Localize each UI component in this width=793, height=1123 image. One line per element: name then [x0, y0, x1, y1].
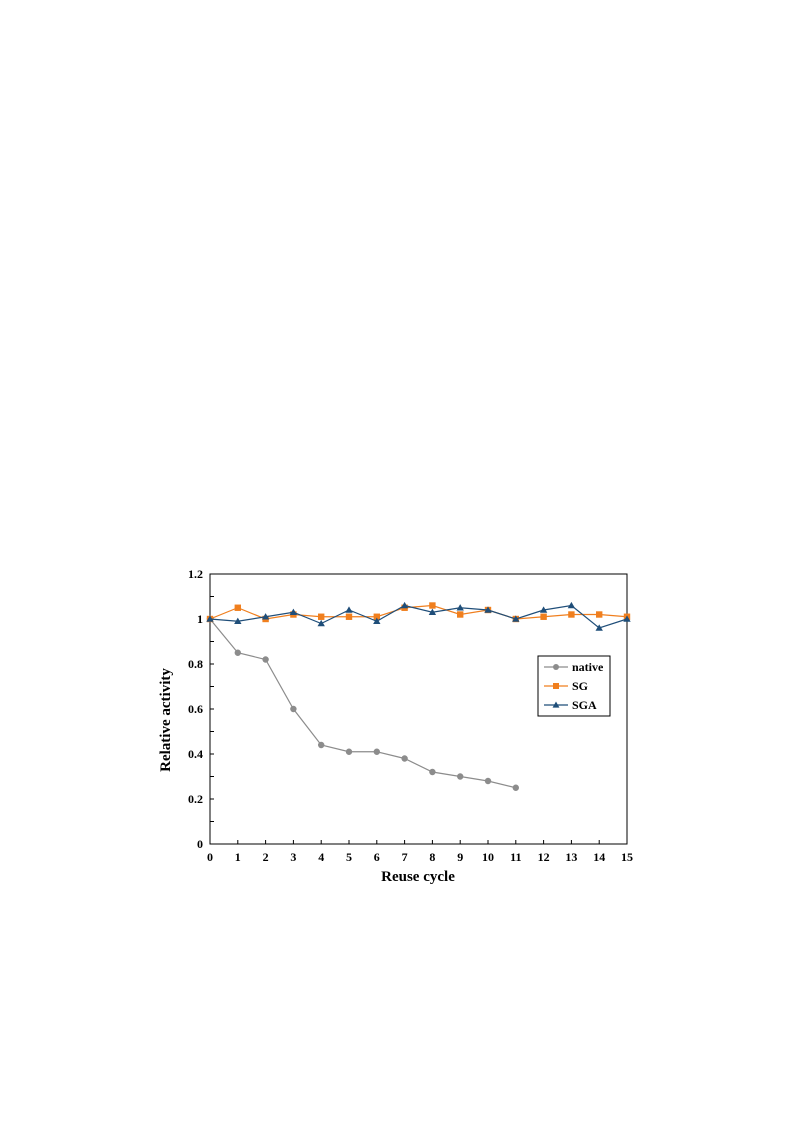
- data-point-sga: [206, 615, 214, 622]
- y-tick-label: 1: [197, 612, 203, 626]
- data-point-native: [484, 777, 492, 785]
- data-point-sg: [457, 611, 464, 618]
- series-line-native: [209, 618, 516, 789]
- data-point-native: [318, 741, 325, 749]
- data-point-sg: [568, 611, 575, 618]
- x-tick-label: 15: [621, 850, 633, 864]
- data-point-native: [512, 784, 519, 791]
- y-tick-label: 1.2: [188, 567, 203, 581]
- series-line-sga: [209, 604, 628, 629]
- data-point-sga: [400, 601, 409, 609]
- data-point-sga: [623, 615, 631, 622]
- data-point-sga: [595, 624, 603, 631]
- legend-label: SGA: [572, 698, 597, 712]
- x-tick-label: 4: [318, 850, 324, 864]
- data-point-native: [401, 755, 408, 762]
- x-tick-label: 0: [207, 850, 213, 864]
- data-point-native: [457, 773, 464, 780]
- x-tick-label: 13: [565, 850, 577, 864]
- data-point-native: [429, 768, 436, 776]
- data-point-sga: [512, 615, 520, 622]
- legend-label: native: [572, 660, 604, 674]
- data-point-sg: [234, 604, 241, 611]
- series-layer: [206, 601, 631, 791]
- legend-marker: [552, 701, 560, 708]
- data-point-sga: [428, 608, 437, 616]
- series-line-sg: [209, 604, 628, 620]
- x-tick-label: 1: [235, 850, 241, 864]
- y-tick-label: 0: [197, 837, 203, 851]
- y-tick-label: 0.2: [188, 792, 203, 806]
- legend-marker: [553, 683, 559, 689]
- data-point-native: [290, 705, 297, 713]
- y-tick-label: 0.6: [188, 702, 203, 716]
- x-axis: 0 1 2 3 4 5 6 7 8 9 10 11 12 13 14 15: [207, 840, 633, 864]
- data-point-sg: [429, 602, 436, 609]
- x-tick-label: 14: [593, 850, 605, 864]
- y-tick-label: 0.4: [188, 747, 203, 761]
- data-point-sga: [317, 619, 325, 627]
- x-tick-label: 11: [510, 850, 521, 864]
- data-point-sg: [596, 611, 603, 618]
- data-point-sga: [567, 601, 576, 609]
- legend: native SG SGA: [537, 655, 611, 717]
- series-native: [206, 615, 519, 791]
- series-sga: [206, 601, 631, 631]
- y-axis-title: Relative activity: [158, 668, 174, 772]
- data-point-native: [262, 656, 269, 663]
- data-point-native: [373, 748, 380, 755]
- x-axis-title: Reuse cycle: [381, 869, 455, 885]
- data-point-sga: [373, 617, 381, 625]
- y-axis: 0 0.2 0.4 0.6 0.8 1 1.2: [188, 567, 214, 851]
- x-tick-label: 12: [538, 850, 550, 864]
- data-point-sga: [289, 608, 298, 616]
- data-point-sga: [234, 617, 242, 625]
- data-point-sga: [456, 604, 464, 611]
- x-tick-label: 8: [429, 850, 435, 864]
- x-tick-label: 5: [346, 850, 352, 864]
- y-tick-label: 0.8: [188, 657, 203, 671]
- data-point-native: [345, 748, 353, 755]
- data-point-sga: [345, 606, 353, 613]
- data-point-sga: [261, 613, 270, 620]
- legend-label: SG: [572, 679, 588, 693]
- x-tick-label: 6: [374, 850, 380, 864]
- legend-item-sg: SG: [544, 679, 588, 693]
- x-tick-label: 9: [457, 850, 463, 864]
- data-point-sg: [318, 613, 325, 620]
- data-point-sga: [484, 606, 492, 613]
- data-point-sga: [539, 606, 548, 613]
- legend-item-native: native: [544, 660, 604, 674]
- x-tick-label: 10: [482, 850, 494, 864]
- x-tick-label: 7: [402, 850, 408, 864]
- data-point-sg: [540, 613, 547, 620]
- data-point-sg: [373, 613, 380, 620]
- data-point-sg: [345, 613, 353, 620]
- x-tick-label: 2: [263, 850, 269, 864]
- data-point-native: [234, 649, 241, 656]
- legend-marker: [553, 664, 559, 670]
- legend-item-sga: SGA: [544, 698, 597, 712]
- x-tick-label: 3: [290, 850, 296, 864]
- series-sg: [206, 602, 631, 623]
